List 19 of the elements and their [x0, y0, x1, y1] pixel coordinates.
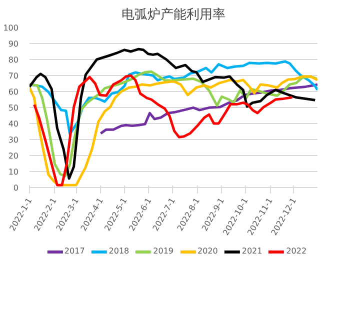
legend-label: 2021: [242, 246, 262, 256]
y-tick-label: 20: [8, 152, 19, 160]
legend-label: 2018: [108, 246, 130, 256]
y-tick-label: 50: [8, 104, 19, 112]
legend-label: 2017: [64, 246, 85, 256]
legend-label: 2020: [198, 246, 218, 256]
y-tick-label: 70: [8, 72, 19, 80]
y-tick-label: 100: [3, 24, 19, 32]
y-tick-label: 80: [8, 56, 19, 64]
y-tick-label: 10: [8, 168, 19, 176]
chart-title: 电弧炉产能利用率: [122, 6, 226, 22]
y-tick-label: 0: [13, 184, 19, 192]
y-tick-label: 40: [8, 120, 19, 128]
legend-label: 2019: [153, 246, 174, 256]
y-tick-label: 90: [8, 40, 19, 48]
legend-label: 2022: [286, 246, 307, 256]
line-series: [30, 48, 316, 180]
y-tick-label: 60: [8, 88, 19, 96]
y-tick-label: 30: [8, 136, 19, 144]
